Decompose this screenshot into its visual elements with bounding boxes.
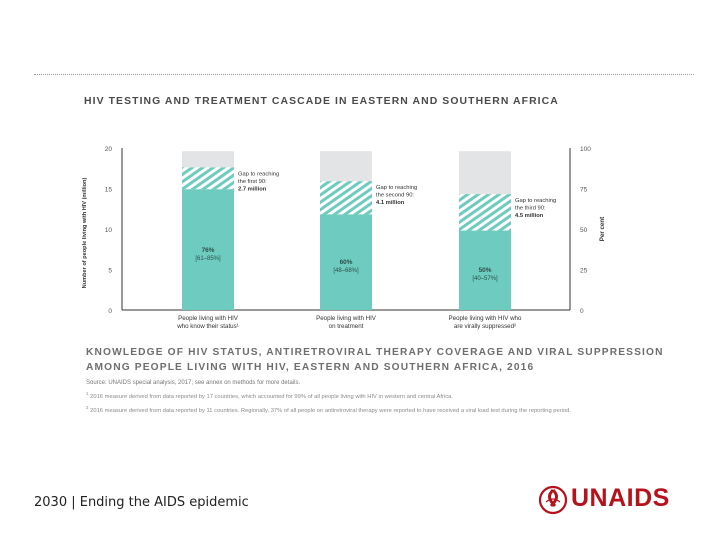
y-tick-label: 0 xyxy=(108,308,112,315)
footer-label: 2030 | Ending the AIDS epidemic xyxy=(34,495,249,510)
bar-achieved xyxy=(182,189,234,310)
category-label: are virally suppressed² xyxy=(454,323,516,330)
logo-text: UNAIDS xyxy=(571,484,670,512)
gap-annotation-line: Gap to reaching xyxy=(376,185,417,191)
bar-range-label: [48–68%] xyxy=(333,268,359,274)
bar-gap-hatched xyxy=(320,181,372,215)
bar-value-label: 50% xyxy=(479,267,492,274)
y-right-tick-label: 75 xyxy=(580,187,588,194)
bar-value-label: 76% xyxy=(202,247,215,254)
unaids-logo: UNAIDS xyxy=(537,484,687,516)
y-tick-label: 5 xyxy=(108,268,112,275)
source-line: Source: UNAIDS special analysis, 2017; s… xyxy=(86,380,301,386)
footnote-2: 2 2016 measure derived from data reporte… xyxy=(86,405,572,414)
bar-range-label: [40–57%] xyxy=(472,276,498,282)
gap-annotation-line: 4.5 million xyxy=(515,213,544,219)
category-label: People living with HIV xyxy=(316,315,377,322)
gap-annotation-line: the first 90: xyxy=(238,179,267,185)
category-label: People living with HIV who xyxy=(449,315,522,322)
y-axis-label: Number of people living with HIV (millio… xyxy=(82,178,88,289)
gap-annotation-line: the second 90: xyxy=(376,193,414,199)
y-tick-label: 20 xyxy=(105,146,113,153)
gap-annotation-line: 4.1 million xyxy=(376,200,405,206)
figure-caption-title: KNOWLEDGE OF HIV STATUS, ANTIRETROVIRAL … xyxy=(86,347,664,373)
gap-annotation-line: Gap to reaching xyxy=(515,198,556,204)
footnote-1-text: 2016 measure derived from data reported … xyxy=(90,393,453,400)
category-label: on treatment xyxy=(329,323,364,330)
footnote-1: 1 2016 measure derived from data reporte… xyxy=(86,391,453,400)
top-divider xyxy=(34,74,694,75)
gap-annotation-line: Gap to reaching xyxy=(238,171,279,177)
ribbon-globe-icon xyxy=(538,485,568,515)
y-right-tick-label: 25 xyxy=(580,268,588,275)
y-tick-label: 15 xyxy=(105,187,113,194)
bar-gap-hatched xyxy=(182,167,234,190)
bar-range-label: [61–85%] xyxy=(195,256,221,262)
bar-gap-hatched xyxy=(459,194,511,231)
y-tick-label: 10 xyxy=(105,227,113,234)
bar-achieved xyxy=(459,230,511,310)
gap-annotation-line: the third 90: xyxy=(515,206,546,212)
y-right-tick-label: 100 xyxy=(580,146,591,153)
footnote-2-text: 2016 measure derived from data reported … xyxy=(90,407,572,414)
y-right-tick-label: 50 xyxy=(580,227,588,234)
bar-achieved xyxy=(320,214,372,310)
y-right-tick-label: 0 xyxy=(580,308,584,315)
gap-annotation-line: 2.7 million xyxy=(238,186,267,192)
bar-value-label: 60% xyxy=(340,259,353,266)
y-right-axis-label: Per cent xyxy=(599,217,606,241)
category-label: People living with HIV xyxy=(178,315,239,322)
category-label: who know their status¹ xyxy=(176,323,239,330)
chart-title: HIV TESTING AND TREATMENT CASCADE IN EAS… xyxy=(84,96,559,107)
